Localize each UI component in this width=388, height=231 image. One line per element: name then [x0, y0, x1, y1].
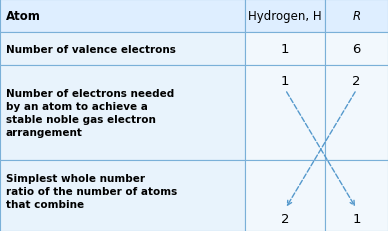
Bar: [325, 33, 388, 66]
Bar: [245, 33, 325, 66]
Text: R: R: [353, 10, 360, 23]
Text: Number of valence electrons: Number of valence electrons: [6, 45, 176, 55]
Text: 1: 1: [281, 74, 289, 87]
Bar: [245, 66, 325, 161]
Text: Hydrogen, H: Hydrogen, H: [248, 10, 322, 23]
Text: Atom: Atom: [6, 10, 41, 23]
Text: 2: 2: [281, 212, 289, 225]
Bar: [0, 33, 245, 66]
Text: Number of electrons needed
by an atom to achieve a
stable noble gas electron
arr: Number of electrons needed by an atom to…: [6, 89, 174, 137]
Bar: [325, 66, 388, 161]
Bar: [0, 66, 245, 161]
Text: Simplest whole number
ratio of the number of atoms
that combine: Simplest whole number ratio of the numbe…: [6, 173, 177, 209]
Bar: [325, 161, 388, 231]
Text: 2: 2: [352, 74, 361, 87]
Bar: [0, 161, 245, 231]
Bar: [0, 0, 245, 33]
Text: 1: 1: [352, 212, 361, 225]
Text: 6: 6: [352, 43, 361, 56]
Bar: [245, 161, 325, 231]
Text: 1: 1: [281, 43, 289, 56]
Bar: [325, 0, 388, 33]
Bar: [245, 0, 325, 33]
